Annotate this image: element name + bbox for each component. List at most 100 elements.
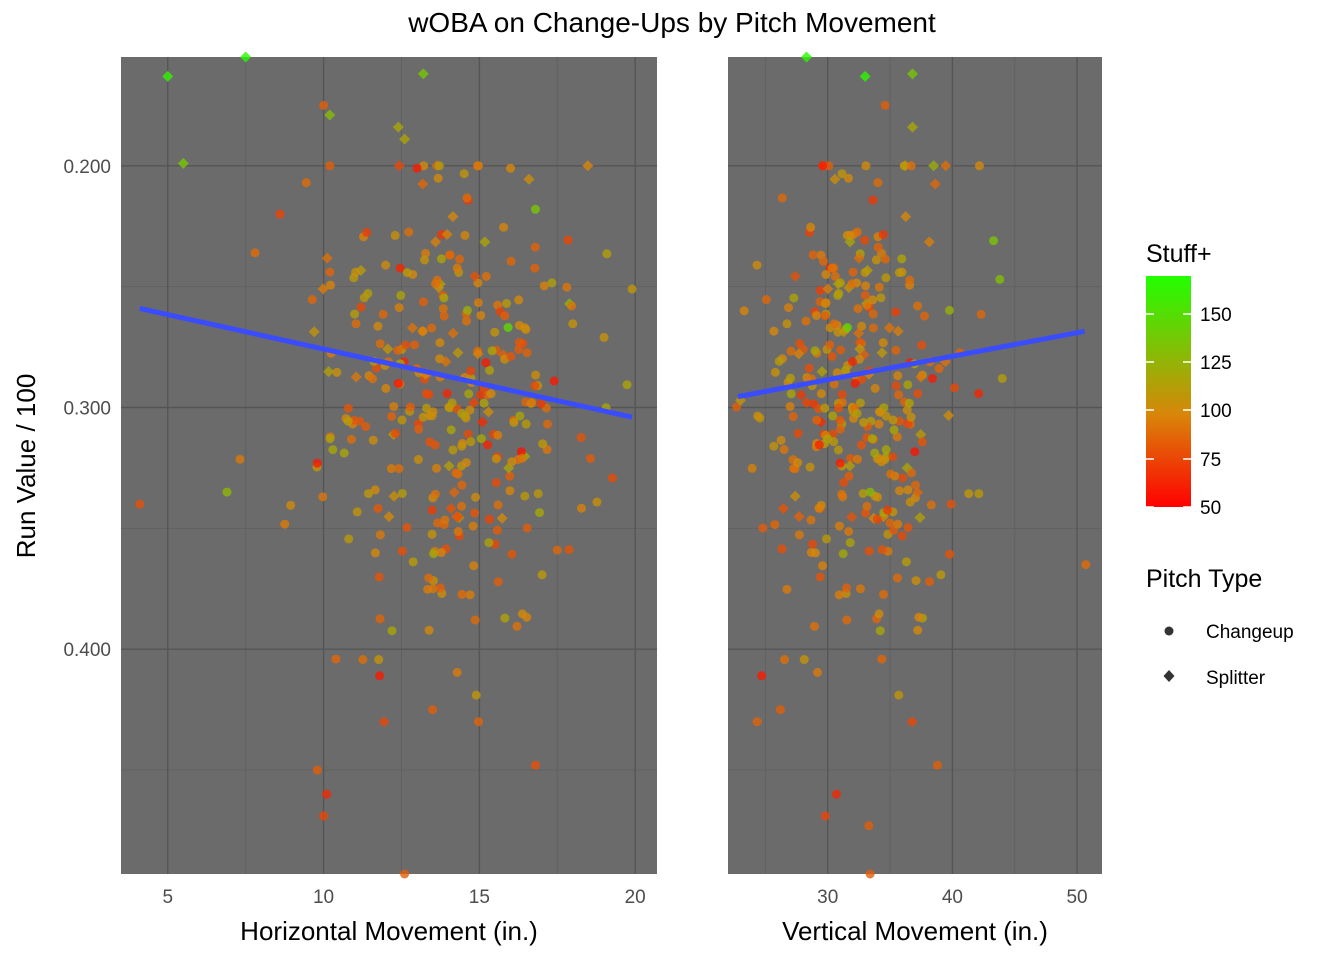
data-point-highlight [907,68,919,80]
data-point [789,293,799,303]
data-point [346,434,356,444]
data-point [505,486,515,496]
data-point [332,367,342,377]
data-point [901,557,911,567]
data-point [402,522,412,532]
data-point [839,478,849,488]
data-point [492,525,502,535]
data-point [317,283,329,295]
data-point [860,235,870,245]
data-point [505,471,515,481]
data-point [441,228,453,240]
data-point [373,321,383,331]
data-point [812,415,822,425]
data-point [440,356,452,368]
data-point [943,409,955,421]
data-point [868,323,878,333]
data-point [318,492,328,502]
data-point [607,473,617,483]
data-point [794,530,804,540]
data-point [805,462,815,472]
data-point [499,222,509,232]
data-point [786,346,796,356]
data-point [404,227,414,237]
data-point [906,468,916,478]
data-point [328,445,338,455]
data-point [461,458,471,468]
data-point-highlight [927,373,937,383]
data-point [331,654,341,664]
data-point [844,526,854,536]
data-point-highlight [894,690,904,700]
data-point [776,435,786,445]
data-point [486,389,496,399]
data-point [892,325,904,337]
data-point [427,411,437,421]
data-point [448,445,458,455]
data-point [897,531,907,541]
data-point [925,577,935,587]
data-point [913,301,923,311]
data-point [814,440,824,450]
data-point [343,416,353,426]
data-point [364,489,374,499]
x-tick-label: 5 [162,887,173,908]
data-point [868,309,878,319]
data-point [855,584,865,594]
data-point [872,514,882,524]
data-point-highlight [312,765,322,775]
data-point [425,437,435,447]
data-point [371,363,381,373]
data-point [818,256,828,266]
data-point [436,548,446,558]
data-point [323,366,335,378]
data-point [919,311,929,321]
data-point [881,445,891,455]
data-point [871,255,881,265]
data-point [870,383,880,393]
data-point [507,457,517,467]
data-point [809,621,819,631]
data-point [782,319,792,329]
data-point [523,173,535,185]
data-point [820,403,830,413]
legend-pitch-type: Pitch Type Changeup Splitter [1146,565,1294,689]
data-point-highlight [835,458,845,468]
data-point [397,488,407,498]
data-point [427,529,437,539]
data-point [874,282,884,292]
data-point [429,549,439,559]
data-point [885,518,895,528]
data-point [493,500,503,510]
data-point [845,230,855,240]
data-point-highlight [775,705,785,715]
data-point [906,161,916,171]
data-point [912,486,924,498]
data-point-highlight [250,248,260,258]
data-point [500,311,510,321]
data-point-highlight [428,705,438,715]
data-point [413,454,423,464]
data-point [816,389,826,399]
data-point [812,667,822,677]
data-point [481,358,491,368]
data-point-highlight [240,51,252,63]
legend-changeup-label: Changeup [1206,622,1294,643]
data-point [769,326,779,336]
x-tick-label: 20 [625,887,646,908]
data-point [406,322,418,334]
data-point [834,521,844,531]
data-point [867,434,877,444]
data-point [451,468,461,478]
x-tick-label: 15 [469,887,490,908]
data-point-highlight [400,869,410,879]
data-point [860,290,870,300]
data-point [326,280,336,290]
data-point [770,367,780,377]
data-point [307,295,317,305]
data-point [368,374,378,384]
data-point [536,399,546,409]
data-point [853,327,865,339]
data-point [903,522,913,532]
data-point [822,283,834,295]
